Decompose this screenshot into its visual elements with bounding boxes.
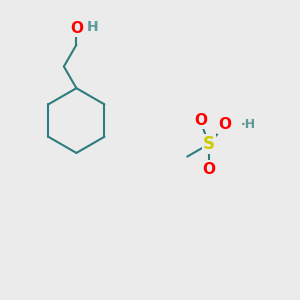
Text: O: O xyxy=(218,117,232,132)
Text: O: O xyxy=(194,113,207,128)
Text: ·H: ·H xyxy=(240,118,255,131)
Text: O: O xyxy=(70,21,83,36)
Text: H: H xyxy=(87,20,98,34)
Text: O: O xyxy=(202,162,215,177)
Text: S: S xyxy=(203,135,215,153)
